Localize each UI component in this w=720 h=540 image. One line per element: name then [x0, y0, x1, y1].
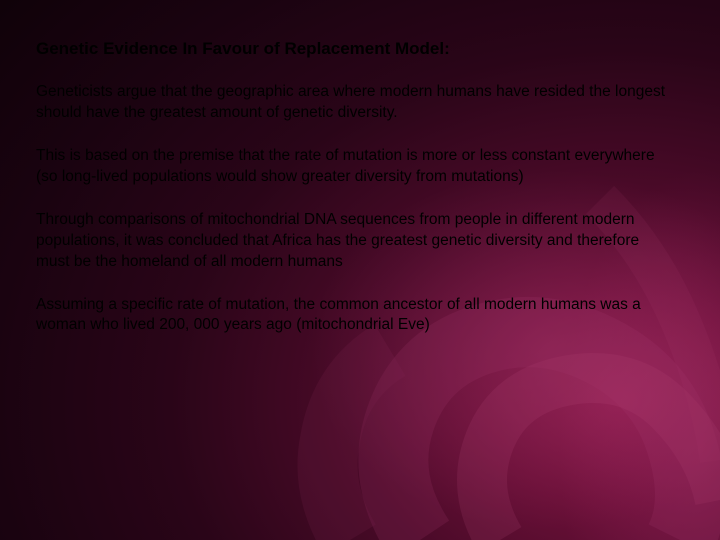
paragraph-2: This is based on the premise that the ra…	[36, 146, 676, 188]
slide-content: Genetic Evidence In Favour of Replacemen…	[0, 0, 720, 540]
slide-heading: Genetic Evidence In Favour of Replacemen…	[36, 38, 684, 60]
paragraph-3: Through comparisons of mitochondrial DNA…	[36, 210, 676, 273]
paragraph-4: Assuming a specific rate of mutation, th…	[36, 295, 676, 337]
paragraph-1: Geneticists argue that the geographic ar…	[36, 82, 676, 124]
